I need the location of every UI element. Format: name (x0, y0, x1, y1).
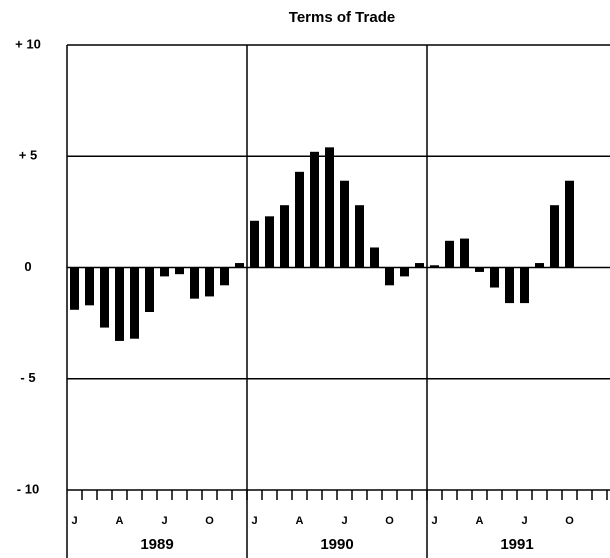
bar (325, 147, 334, 268)
bar (175, 267, 184, 275)
bar (520, 267, 529, 304)
x-tick-label: O (565, 515, 574, 527)
bar (430, 265, 439, 268)
bar (460, 238, 469, 268)
bar (130, 267, 139, 339)
bar (235, 263, 244, 268)
x-tick-label: A (476, 515, 484, 527)
bar (505, 267, 514, 304)
bar (340, 180, 349, 268)
bar (370, 247, 379, 268)
bar (415, 263, 424, 268)
bar (490, 267, 499, 288)
bar (445, 240, 454, 268)
bar (190, 267, 199, 299)
x-tick-label: J (71, 515, 77, 527)
bar (280, 205, 289, 268)
bar (535, 263, 544, 268)
bar (265, 216, 274, 268)
x-tick-label: O (205, 515, 214, 527)
bar (475, 267, 484, 272)
x-tick-label: J (161, 515, 167, 527)
y-tick-label: + 5 (19, 148, 37, 163)
year-label: 1990 (320, 536, 353, 553)
bar (550, 205, 559, 268)
year-label: 1991 (500, 536, 533, 553)
bar (220, 267, 229, 286)
y-tick-label: 0 (24, 259, 31, 274)
x-tick-label: J (341, 515, 347, 527)
x-tick-label: A (296, 515, 304, 527)
bar (160, 267, 169, 277)
bar (85, 267, 94, 306)
bar (70, 267, 79, 310)
bar (295, 171, 304, 268)
x-tick-label: J (431, 515, 437, 527)
x-tick-label: A (116, 515, 124, 527)
bar (145, 267, 154, 312)
y-tick-label: - 10 (17, 481, 39, 496)
bar (400, 267, 409, 277)
bar (385, 267, 394, 286)
chart-title: Terms of Trade (289, 9, 395, 26)
bar (250, 220, 259, 268)
bar (565, 180, 574, 268)
bar (310, 151, 319, 268)
bar (115, 267, 124, 341)
bar (100, 267, 109, 328)
year-label: 1989 (140, 536, 173, 553)
x-tick-label: O (385, 515, 394, 527)
x-tick-label: J (521, 515, 527, 527)
y-tick-label: + 10 (15, 36, 41, 51)
x-tick-label: J (251, 515, 257, 527)
bar (205, 267, 214, 297)
y-tick-label: - 5 (20, 370, 35, 385)
bar (355, 205, 364, 268)
